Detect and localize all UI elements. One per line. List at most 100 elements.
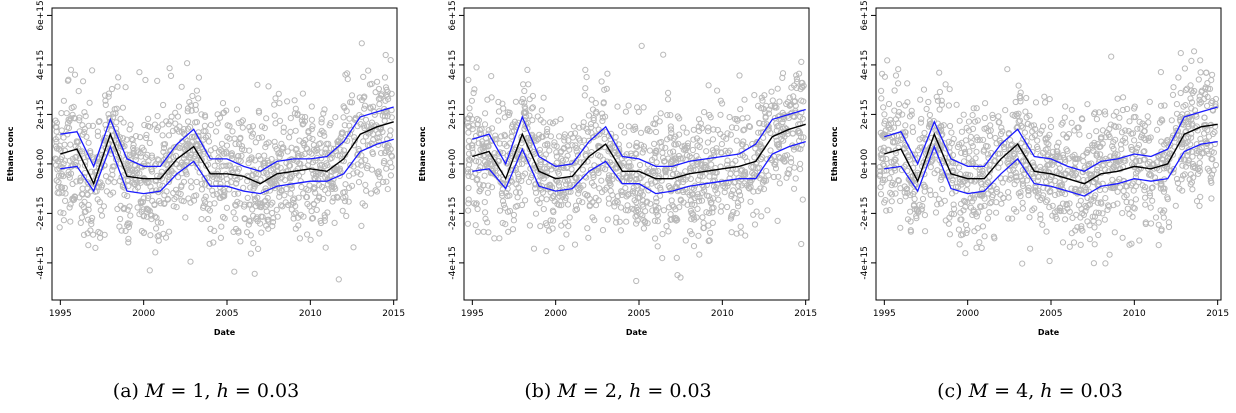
data-point (640, 146, 647, 153)
data-point (707, 229, 714, 236)
data-point (959, 175, 966, 182)
data-point (561, 131, 568, 138)
data-point (144, 161, 151, 168)
data-point (791, 98, 798, 106)
data-point (481, 199, 488, 206)
data-point (652, 179, 659, 186)
data-point (550, 192, 557, 199)
data-point (775, 141, 782, 148)
data-point (742, 154, 749, 161)
data-point (1092, 192, 1099, 199)
data-point (278, 151, 285, 158)
data-point (136, 211, 143, 218)
data-point (505, 228, 512, 235)
data-point (967, 177, 974, 184)
data-point (257, 176, 264, 183)
chart-svg-c: 1995 2000 2005 2010 2015-4e+15-2e+150e+002e+… (830, 0, 1229, 337)
data-point (236, 141, 243, 148)
data-point (881, 111, 888, 118)
data-point (1068, 106, 1075, 113)
data-point (1084, 194, 1091, 201)
mean-line (884, 123, 1218, 185)
data-point (1102, 166, 1109, 173)
x-axis-label: Date (1038, 328, 1060, 337)
data-point (646, 128, 653, 135)
data-point (1019, 199, 1026, 206)
data-point (192, 119, 199, 126)
data-point (761, 92, 768, 99)
data-point (304, 231, 311, 238)
data-point (592, 110, 599, 117)
data-point (1196, 93, 1203, 100)
data-point (1084, 149, 1091, 156)
data-point (122, 84, 129, 91)
data-point (198, 216, 205, 223)
data-point (954, 143, 961, 151)
data-point (654, 218, 661, 225)
data-point (292, 127, 299, 134)
data-point (1141, 122, 1148, 129)
data-point (576, 124, 583, 131)
data-point (71, 194, 79, 201)
data-point (636, 194, 643, 201)
data-point (255, 152, 262, 160)
data-point (465, 129, 472, 136)
data-point (611, 199, 618, 206)
data-point (658, 143, 665, 150)
data-point (652, 235, 659, 242)
data-point (66, 157, 73, 164)
data-point (576, 187, 583, 194)
data-point (321, 186, 329, 193)
data-point (481, 172, 488, 179)
data-point (1157, 102, 1165, 109)
data-point (1108, 53, 1115, 60)
data-point (964, 181, 971, 188)
data-point (102, 101, 109, 109)
data-point (87, 148, 94, 155)
data-point (1008, 142, 1015, 149)
data-point (304, 162, 311, 169)
data-point (1204, 102, 1211, 110)
data-point (209, 187, 216, 194)
data-point (1002, 107, 1009, 114)
data-point (67, 141, 74, 148)
data-point (1158, 227, 1165, 234)
data-point (108, 85, 116, 93)
data-point (374, 78, 381, 85)
data-point (348, 99, 355, 106)
data-point (387, 57, 394, 64)
data-point (1170, 84, 1177, 91)
data-point (82, 208, 89, 215)
data-point (969, 198, 976, 205)
data-point (1049, 148, 1057, 155)
data-point (573, 148, 580, 155)
data-point (1099, 156, 1106, 163)
data-point (184, 60, 191, 67)
data-point (763, 102, 770, 109)
data-point (280, 128, 287, 135)
data-point (638, 42, 645, 50)
data-point (991, 235, 998, 242)
data-point (696, 198, 703, 205)
data-point (913, 215, 920, 222)
data-point (265, 83, 272, 90)
data-point (375, 168, 382, 175)
data-point (362, 116, 370, 123)
data-point (741, 126, 748, 133)
data-point (582, 66, 589, 74)
data-point (335, 276, 342, 283)
data-point (1018, 122, 1025, 130)
data-point (877, 171, 884, 178)
data-point (879, 176, 887, 184)
data-point (585, 234, 592, 241)
data-point (760, 120, 767, 128)
data-point (583, 192, 591, 199)
data-point (667, 123, 674, 130)
data-point (936, 156, 943, 164)
data-point (711, 173, 718, 180)
data-point (1046, 257, 1053, 265)
data-point (340, 147, 347, 154)
data-point (273, 206, 280, 213)
data-point (768, 88, 775, 95)
x-tick-label: 2010 (299, 309, 322, 319)
